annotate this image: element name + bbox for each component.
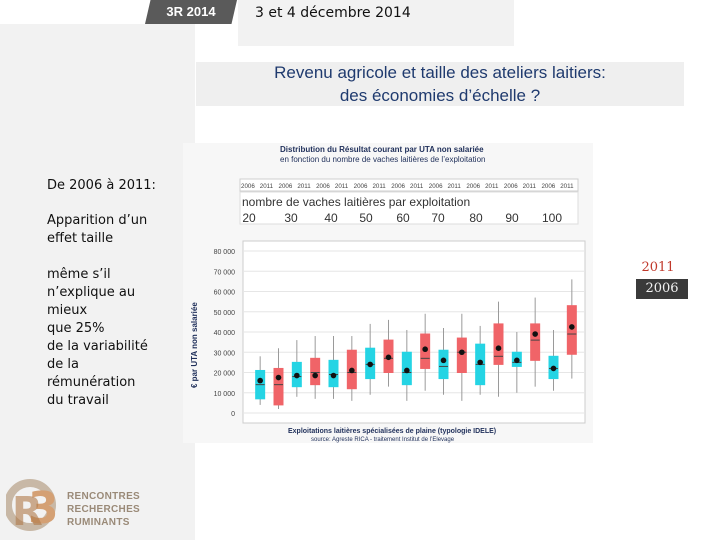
year-header-label: 2006: [354, 183, 368, 190]
box-2006: [438, 349, 449, 380]
chart-subtitle: en fonction du nombre de vaches laitière…: [280, 155, 485, 164]
mean-point-2011: [275, 374, 282, 381]
mean-point-2011: [349, 367, 355, 374]
year-header-label: 2011: [410, 183, 424, 190]
mean-point-2011: [569, 324, 575, 330]
y-tick-label: 30 000: [214, 350, 236, 357]
mean-point-2011: [532, 331, 538, 337]
y-tick-label: 40 000: [214, 330, 236, 337]
slide-title-line-1: Revenu agricole et taille des ateliers l…: [274, 63, 606, 82]
sidebar-line: même s’il: [47, 267, 111, 282]
sidebar-line: effet taille: [47, 231, 114, 246]
box-2011: [310, 357, 321, 386]
year-row-box: [239, 178, 579, 192]
logo-text-line: RECHERCHES: [67, 504, 141, 515]
mean-point-2006: [367, 361, 373, 368]
year-header-label: 2011: [560, 183, 574, 190]
year-header-label: 2011: [448, 183, 462, 190]
box-2011: [273, 367, 284, 406]
slide-title-box: [196, 62, 684, 106]
mean-point-2011: [495, 345, 502, 351]
year-header-label: 2011: [485, 183, 499, 190]
year-header-label: 2006: [391, 183, 405, 190]
group-label: 80: [469, 211, 483, 225]
year-header-label: 2006: [504, 183, 518, 190]
x-axis-label: Exploitations laitières spécialisées de …: [288, 428, 496, 435]
sidebar-background: [0, 24, 195, 540]
mean-point-2006: [514, 357, 520, 364]
box-2011: [530, 323, 541, 361]
svg-text:3: 3: [28, 483, 59, 534]
group-label: 30: [284, 211, 298, 225]
logo-3r-icon: 3 R: [4, 479, 59, 535]
y-axis-label: € par UTA non salariée: [190, 302, 199, 388]
year-header-label: 2011: [523, 183, 537, 190]
group-label: 50: [359, 211, 373, 225]
legend-2011: 2011: [641, 260, 675, 275]
group-label: 90: [505, 211, 519, 225]
year-header-label: 2006: [241, 183, 255, 190]
mean-point-2006: [404, 367, 410, 374]
y-tick-label: 20 000: [214, 371, 236, 378]
year-header-label: 2006: [541, 183, 555, 190]
svg-text:R: R: [12, 489, 43, 535]
mean-point-2011: [459, 349, 465, 356]
sidebar-line: rémunération: [47, 375, 136, 390]
year-header-label: 2011: [297, 183, 311, 190]
mean-point-2011: [385, 354, 392, 361]
slide-title-line-2: des économies d’échelle ?: [339, 86, 541, 105]
group-label: 40: [324, 211, 338, 225]
sidebar-line: Apparition d’un: [47, 213, 148, 228]
date-box: [238, 0, 514, 46]
boxplot-chart: Distribution du Résultat courant par UTA…: [190, 145, 586, 443]
y-tick-label: 0: [231, 411, 235, 418]
y-tick-label: 50 000: [214, 310, 236, 317]
sidebar-line: n’explique au: [47, 285, 136, 300]
group-label: 20: [242, 211, 256, 225]
group-label: 70: [431, 211, 445, 225]
box-2011: [456, 337, 467, 373]
mean-point-2006: [477, 359, 483, 366]
sidebar-line: de la: [47, 357, 79, 372]
year-header-label: 2006: [316, 183, 330, 190]
year-header-label: 2011: [335, 183, 349, 190]
box-2011: [493, 323, 504, 365]
legend-2006: 2006: [636, 279, 688, 299]
mean-point-2006: [294, 372, 300, 379]
conference-brand-tab: 3R 2014: [145, 0, 237, 24]
rencontres-logo: 3 R: [4, 475, 66, 535]
sidebar-line: que 25%: [47, 321, 105, 336]
y-tick-label: 80 000: [214, 249, 236, 256]
period-label: De 2006 à 2011:: [47, 178, 156, 193]
mean-point-2006: [550, 365, 557, 372]
y-tick-label: 10 000: [214, 391, 236, 398]
year-header-label: 2006: [429, 183, 443, 190]
year-header-label: 2006: [279, 183, 293, 190]
y-tick-label: 60 000: [214, 290, 236, 297]
mean-point-2006: [330, 372, 337, 379]
mean-point-2006: [257, 377, 263, 384]
year-header-label: 2006: [466, 183, 480, 190]
box-2011: [566, 305, 577, 355]
year-header-label: 2011: [372, 183, 386, 190]
logo-text-line: RENCONTRES: [67, 491, 141, 502]
mean-point-2011: [312, 372, 318, 379]
logo-text-line: RUMINANTS: [67, 517, 130, 528]
mean-point-2006: [440, 357, 447, 364]
group-header-title: nombre de vaches laitières par exploitat…: [242, 195, 470, 209]
group-label: 100: [542, 211, 562, 225]
group-header-box: [239, 191, 579, 225]
sidebar-line: du travail: [47, 393, 109, 408]
sidebar-line: de la variabilité: [47, 339, 148, 354]
chart-title: Distribution du Résultat courant par UTA…: [280, 145, 484, 154]
mean-point-2011: [422, 346, 428, 353]
sidebar-line: mieux: [47, 303, 88, 318]
conference-date: 3 et 4 décembre 2014: [255, 5, 411, 21]
chart-source: source: Agreste RICA - traitement Instit…: [311, 437, 455, 443]
group-label: 60: [396, 211, 410, 225]
year-header-label: 2011: [260, 183, 274, 190]
y-tick-label: 70 000: [214, 269, 236, 276]
